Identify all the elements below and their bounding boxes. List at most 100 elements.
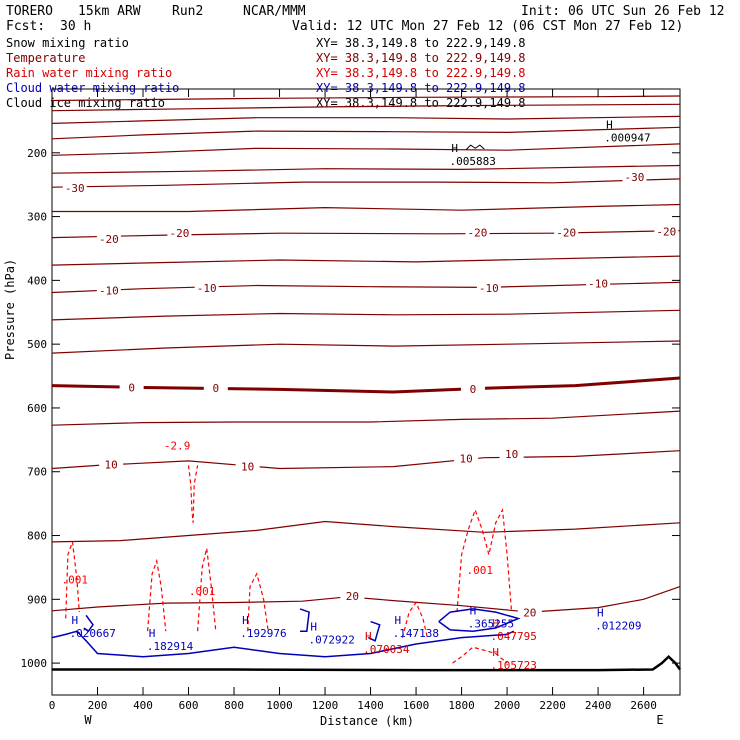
isotherm-line xyxy=(51,376,681,394)
isotherm-line xyxy=(51,176,681,188)
legend-xy: XY= 38.3,149.8 to 222.9,149.8 xyxy=(316,81,526,95)
extremum-value: .072922 xyxy=(308,633,354,646)
isotherm-line xyxy=(51,230,681,239)
extremum-value: .192976 xyxy=(240,627,286,640)
isotherm-label: -20 xyxy=(169,227,189,240)
cloud-water-contour xyxy=(83,614,94,633)
extremum-value: .020667 xyxy=(70,627,116,640)
y-tick-label: 500 xyxy=(27,338,47,351)
x-tick-label: 200 xyxy=(88,699,108,712)
isotherm-label: -30 xyxy=(65,182,85,195)
snow-contour xyxy=(465,144,485,150)
extremum-marker: H xyxy=(71,614,78,627)
isotherm-label-bg xyxy=(194,281,219,294)
terrain-surface-line xyxy=(52,654,682,672)
legend-item: Temperature xyxy=(6,51,85,65)
x-tick-label: 2400 xyxy=(585,699,612,712)
x-tick-label: 0 xyxy=(49,699,56,712)
isotherm-label-bg xyxy=(99,457,124,470)
legend-item: Snow mixing ratio xyxy=(6,36,129,50)
isotherm-label: 0 xyxy=(470,383,477,396)
header-model: TORERO xyxy=(6,4,53,19)
west-label: W xyxy=(84,713,92,727)
header-resolution: 15km ARW xyxy=(78,4,141,19)
x-tick-label: 600 xyxy=(179,699,199,712)
extremum-value: .365255 xyxy=(468,617,514,630)
series-layer xyxy=(51,95,682,672)
legend-item: Rain water mixing ratio xyxy=(6,66,172,80)
cloud-water-contour xyxy=(299,608,310,632)
legend: Snow mixing ratio XY= 38.3,149.8 to 222.9… xyxy=(6,36,526,110)
extremum-value: .012209 xyxy=(595,619,641,632)
extremum-value: .047795 xyxy=(491,630,537,643)
y-tick-label: 600 xyxy=(27,402,47,415)
x-tick-label: 1800 xyxy=(448,699,475,712)
extremum-value: .000947 xyxy=(604,131,650,144)
rain-contour xyxy=(456,507,513,613)
y-tick-label: 800 xyxy=(27,530,47,543)
header-run: Run2 xyxy=(172,4,203,19)
extremum-marker: H xyxy=(597,606,604,619)
isotherm-label-bg xyxy=(235,459,260,472)
isotherm-label-bg xyxy=(460,381,485,394)
header-fcst-value: 30 h xyxy=(60,19,91,34)
isotherm-label: -20 xyxy=(99,233,119,246)
x-tick-label: 400 xyxy=(133,699,153,712)
isotherm-label-bg xyxy=(499,446,524,459)
isotherm-label-bg xyxy=(586,276,611,289)
isotherm-label: -10 xyxy=(588,278,608,291)
isotherm-label-bg xyxy=(654,224,679,237)
y-tick-label: 700 xyxy=(27,466,47,479)
legend-item: Cloud water mixing ratio xyxy=(6,81,179,95)
plot-frame xyxy=(51,88,681,696)
y-axis-title: Pressure (hPa) xyxy=(3,259,17,360)
legend-xy: XY= 38.3,149.8 to 222.9,149.8 xyxy=(316,66,526,80)
extremum-marker: H xyxy=(470,604,477,617)
rain-contour xyxy=(247,572,269,632)
extremum-marker: H xyxy=(492,617,499,630)
isotherm-label: -20 xyxy=(656,225,676,238)
extremum-marker: H xyxy=(149,627,156,640)
y-tick-label: 200 xyxy=(27,147,47,160)
cloud-water-contour xyxy=(51,630,515,658)
x-tick-label: 2200 xyxy=(539,699,566,712)
cloud-water-contour xyxy=(438,608,521,632)
isotherm-label: 20 xyxy=(523,607,536,620)
rain-contour xyxy=(187,465,199,523)
extremum-marker: H xyxy=(242,614,249,627)
extremum-marker: H xyxy=(451,142,458,155)
extremum-marker: H xyxy=(365,630,372,643)
rain-contour xyxy=(452,646,508,664)
cloud-water-contour xyxy=(367,620,381,642)
isotherm-label: 20 xyxy=(346,590,359,603)
rain-contour-label: -2.9 xyxy=(164,439,191,452)
isotherm-label: -10 xyxy=(197,282,217,295)
x-axis-title: Distance (km) xyxy=(320,714,414,728)
isotherm-label: 10 xyxy=(459,452,472,465)
rain-contour xyxy=(65,541,80,619)
isotherm-label-bg xyxy=(203,381,228,394)
extremum-marker: H xyxy=(492,646,499,659)
extremum-value: .070034 xyxy=(363,643,410,656)
isotherm-label-bg xyxy=(96,231,121,244)
rain-contour xyxy=(401,601,428,638)
header-init: Init: 06 UTC Sun 26 Feb 12 xyxy=(521,4,725,19)
extremum-marker: H xyxy=(606,118,613,131)
isotherm-label: 10 xyxy=(105,459,118,472)
isotherm-label-bg xyxy=(517,605,542,618)
isotherm-line xyxy=(51,115,681,124)
isotherm-label-bg xyxy=(167,226,192,239)
isotherm-label-bg xyxy=(476,281,501,294)
header-fcst-label: Fcst: xyxy=(6,19,45,34)
isotherm-line xyxy=(51,95,681,102)
y-tick-label: 1000 xyxy=(21,657,48,670)
isotherm-line xyxy=(51,340,681,354)
isotherm-label-bg xyxy=(554,225,579,238)
isotherm-label-bg xyxy=(465,225,490,238)
isotherm-label-bg xyxy=(62,180,87,193)
x-tick-label: 800 xyxy=(224,699,244,712)
extremum-marker: H xyxy=(395,614,402,627)
isotherm-line xyxy=(51,281,681,294)
label-layer: -30 -30 -20 -20 -20 -20 -20 -10 -10 -10 -10 0 0 0 10 10… xyxy=(62,118,679,672)
isotherm-label: 10 xyxy=(505,448,518,461)
